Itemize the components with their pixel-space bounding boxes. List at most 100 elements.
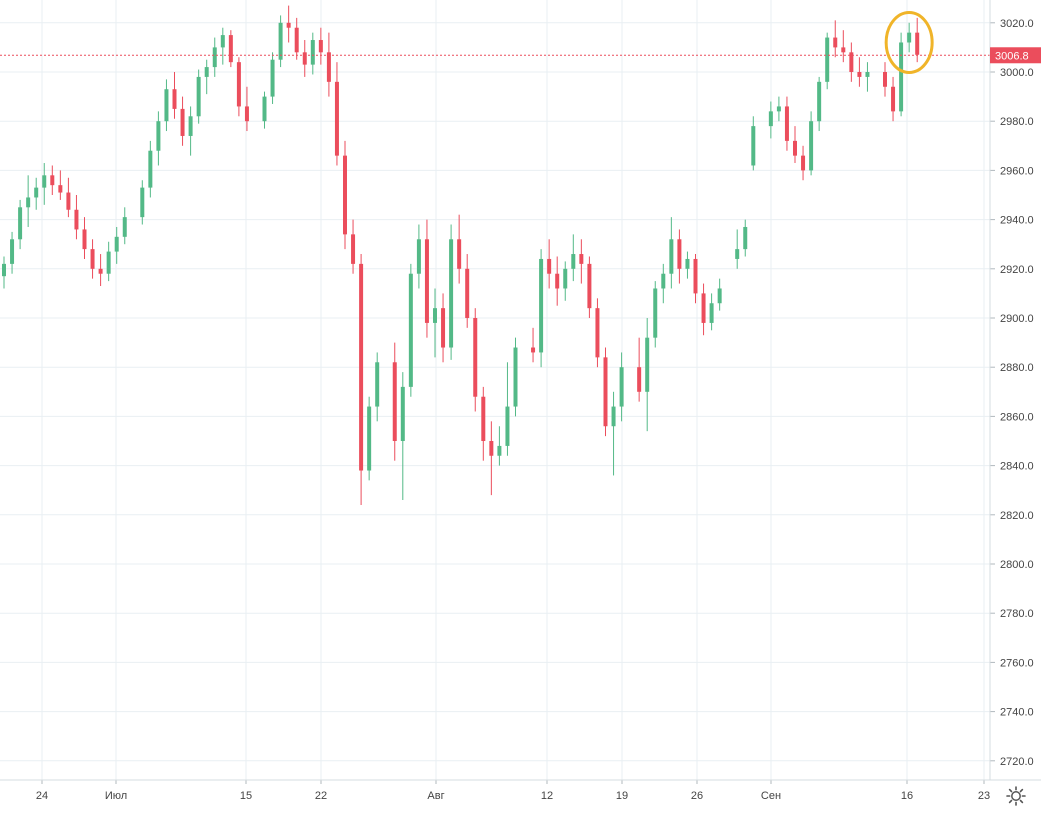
candle[interactable] [891,76,896,122]
candle[interactable] [849,42,854,82]
candle[interactable] [180,96,185,146]
candle[interactable] [539,249,544,368]
candle-body[interactable] [34,187,39,198]
candle[interactable] [196,69,201,124]
candle-body[interactable] [539,258,544,353]
candle[interactable] [424,219,429,338]
candle[interactable] [857,57,862,87]
candles-layer[interactable] [2,5,920,505]
candle[interactable] [310,32,315,75]
candle[interactable] [375,352,380,422]
candle[interactable] [645,318,650,432]
candle-body[interactable] [392,362,397,441]
candle-body[interactable] [489,441,494,456]
candle[interactable] [433,288,437,358]
candle[interactable] [587,256,592,319]
candle[interactable] [571,234,576,282]
candle-body[interactable] [375,362,380,407]
candle-body[interactable] [424,239,429,323]
candle[interactable] [392,342,397,461]
candle[interactable] [883,62,887,97]
candle-body[interactable] [481,396,486,441]
candle[interactable] [26,175,31,227]
candle-body[interactable] [899,42,904,112]
candle-body[interactable] [768,111,773,127]
candle-body[interactable] [653,288,658,338]
candle-body[interactable] [611,406,616,427]
candle-body[interactable] [857,72,862,77]
candle-body[interactable] [776,106,781,112]
candle[interactable] [50,165,55,195]
candle[interactable] [685,251,690,279]
candle[interactable] [717,278,722,311]
candle-body[interactable] [122,217,127,237]
candle[interactable] [751,116,756,171]
candle-body[interactable] [148,150,153,188]
candle[interactable] [172,72,177,119]
candle-body[interactable] [2,263,6,277]
candle[interactable] [351,219,356,274]
candle-body[interactable] [709,303,714,323]
candle-body[interactable] [465,268,470,318]
candle-body[interactable] [400,386,405,441]
candle-body[interactable] [849,52,854,72]
candle[interactable] [841,30,846,63]
candle-body[interactable] [359,263,364,471]
candle[interactable] [164,79,169,132]
candle[interactable] [244,86,249,132]
candle-body[interactable] [262,96,267,122]
candle[interactable] [489,421,494,496]
candle-body[interactable] [907,32,912,43]
candle-body[interactable] [326,52,331,82]
candle-body[interactable] [66,192,71,210]
candle[interactable] [228,30,233,68]
candle-body[interactable] [833,37,838,48]
candle[interactable] [42,163,47,205]
candle[interactable] [899,32,904,117]
candle-body[interactable] [140,187,145,218]
candle[interactable] [278,15,283,68]
candle-body[interactable] [793,140,797,156]
candle[interactable] [294,17,299,60]
candle-body[interactable] [180,108,185,136]
candle[interactable] [677,229,682,284]
candle[interactable] [359,254,364,505]
candle-body[interactable] [441,308,446,348]
candle[interactable] [579,239,584,284]
candle[interactable] [74,195,79,240]
candle-body[interactable] [677,239,682,269]
candle-body[interactable] [367,406,372,471]
candle[interactable] [653,281,658,348]
candle-body[interactable] [172,89,177,109]
candle-body[interactable] [351,234,356,264]
candle-body[interactable] [449,239,454,348]
candle-body[interactable] [204,67,209,77]
gear-icon[interactable] [1004,784,1028,808]
candle[interactable] [18,199,23,250]
candle-body[interactable] [841,47,846,53]
candle[interactable] [701,283,706,336]
candle[interactable] [188,106,193,156]
candle[interactable] [2,256,6,289]
candle-body[interactable] [571,254,576,269]
candle[interactable] [603,347,608,437]
candle[interactable] [34,177,39,210]
candle-body[interactable] [408,273,413,387]
candle[interactable] [140,180,145,225]
candle-body[interactable] [433,308,437,323]
candle[interactable] [106,241,111,282]
candle-body[interactable] [294,27,299,53]
candle-body[interactable] [619,367,624,407]
candle-body[interactable] [661,273,666,289]
candle-body[interactable] [106,251,111,274]
candle-body[interactable] [310,40,315,65]
candle[interactable] [449,224,454,360]
candle-body[interactable] [334,81,339,156]
candle-body[interactable] [669,239,674,274]
candle-body[interactable] [579,254,584,264]
candle-body[interactable] [236,62,241,107]
candle[interactable] [801,145,806,181]
candle-body[interactable] [743,226,748,250]
candle[interactable] [408,263,413,397]
